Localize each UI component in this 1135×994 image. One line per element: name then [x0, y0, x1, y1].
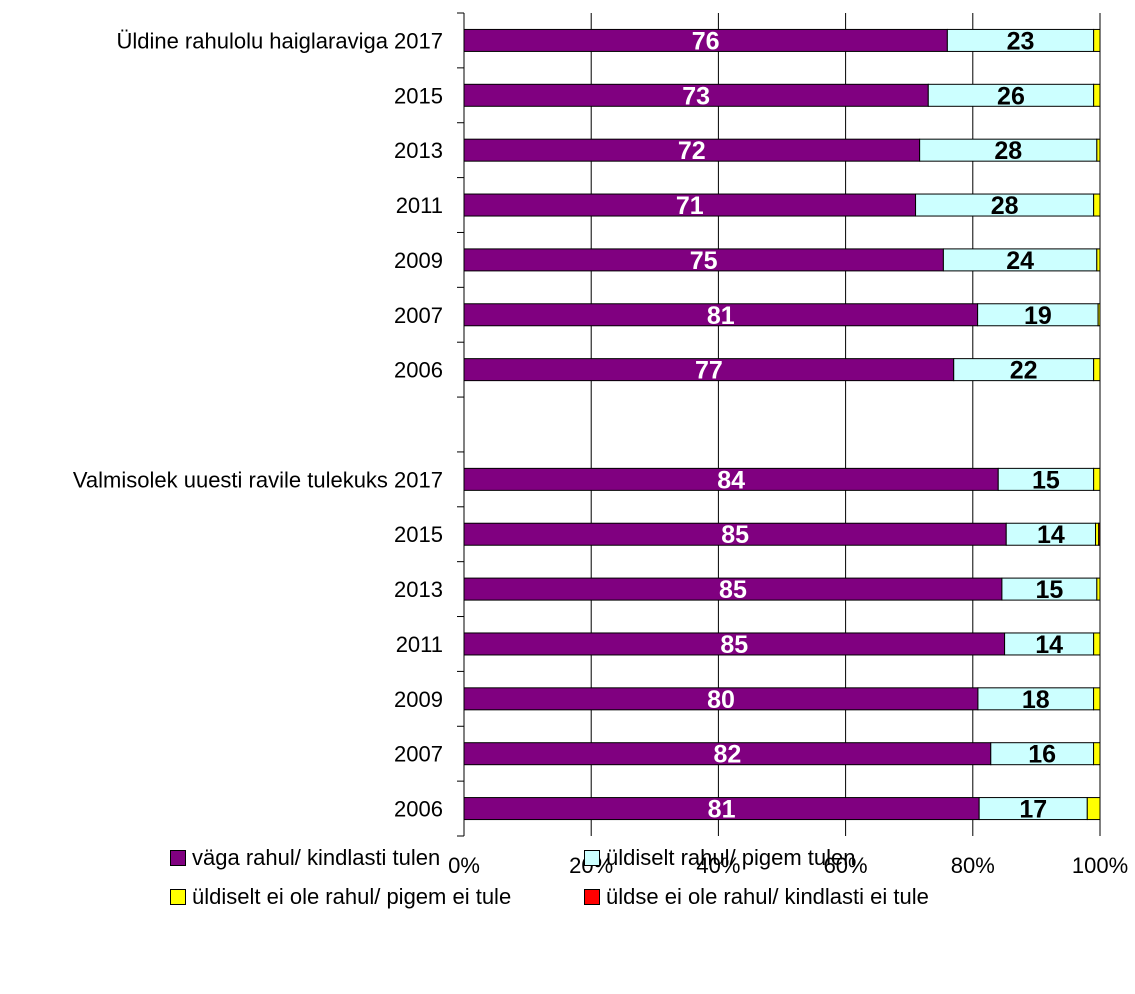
- bar-segment: [1096, 577, 1101, 601]
- bar-segment: [1098, 522, 1101, 546]
- category-label: 2013: [394, 138, 443, 163]
- legend-swatch: [584, 850, 600, 866]
- legend: väga rahul/ kindlasti tulen üldiselt rah…: [170, 845, 1130, 990]
- x-tick-label: 0%: [448, 853, 480, 878]
- data-label: 17: [1019, 796, 1047, 824]
- category-label: 2011: [396, 193, 443, 218]
- data-label: 15: [1032, 466, 1060, 494]
- data-label: 28: [991, 192, 1019, 220]
- data-label: 81: [708, 796, 736, 824]
- legend-swatch: [170, 889, 186, 905]
- category-label: 2006: [394, 358, 443, 383]
- category-label: Valmisolek uuesti ravile tulekuks 2017: [73, 467, 443, 492]
- legend-label: üldse ei ole rahul/ kindlasti ei tule: [606, 884, 929, 909]
- category-label: 2009: [394, 248, 443, 273]
- category-label: 2013: [394, 577, 443, 602]
- bar-segment: [1093, 632, 1101, 656]
- x-tick-label: 80%: [951, 853, 995, 878]
- data-label: 23: [1007, 27, 1035, 55]
- data-label: 75: [690, 247, 718, 275]
- legend-label: väga rahul/ kindlasti tulen: [192, 845, 441, 870]
- data-label: 22: [1010, 357, 1038, 385]
- data-label: 77: [695, 357, 723, 385]
- data-label: 76: [692, 27, 720, 55]
- category-label: 2007: [394, 303, 443, 328]
- data-label: 73: [682, 82, 710, 110]
- data-label: 82: [713, 741, 741, 769]
- data-label: 28: [994, 137, 1022, 165]
- category-label: Üldine rahulolu haiglaraviga 2017: [116, 28, 443, 53]
- data-label: 16: [1028, 741, 1056, 769]
- x-tick-label: 40%: [696, 853, 740, 878]
- data-label: 14: [1037, 521, 1065, 549]
- bar-segment: [1086, 797, 1101, 821]
- legend-item-not-at-all-satisfied: üldse ei ole rahul/ kindlasti ei tule: [584, 884, 929, 910]
- bar-segment: [1093, 83, 1101, 107]
- data-label: 80: [707, 686, 735, 714]
- data-label: 84: [717, 466, 745, 494]
- x-tick-label: 60%: [824, 853, 868, 878]
- bar-segment: [1096, 138, 1101, 162]
- data-label: 81: [707, 302, 735, 330]
- bar-segment: [1096, 248, 1101, 272]
- category-label: 2006: [394, 797, 443, 822]
- bar-segment: [1093, 467, 1101, 491]
- data-label: 18: [1022, 686, 1050, 714]
- bar-segment: [1093, 742, 1101, 766]
- data-label: 14: [1035, 631, 1063, 659]
- data-label: 85: [719, 576, 747, 604]
- data-label: 15: [1035, 576, 1063, 604]
- data-label: 71: [676, 192, 704, 220]
- legend-item-very-satisfied: väga rahul/ kindlasti tulen: [170, 845, 440, 871]
- category-label: 2011: [396, 632, 443, 657]
- category-label: 2015: [394, 83, 443, 108]
- x-tick-label: 100%: [1072, 853, 1128, 878]
- bar-segment: [1093, 28, 1101, 52]
- data-label: 24: [1006, 247, 1034, 275]
- data-label: 85: [721, 521, 749, 549]
- data-label: 19: [1024, 302, 1052, 330]
- legend-swatch: [584, 889, 600, 905]
- category-label: 2015: [394, 522, 443, 547]
- data-label: 72: [678, 137, 706, 165]
- legend-label: üldiselt ei ole rahul/ pigem ei tule: [192, 884, 512, 909]
- legend-label: üldiselt rahul/ pigem tulen: [606, 845, 856, 870]
- legend-item-generally-satisfied: üldiselt rahul/ pigem tulen: [584, 845, 855, 871]
- bar-segment: [1097, 303, 1101, 327]
- legend-swatch: [170, 850, 186, 866]
- bar-segment: [1093, 687, 1101, 711]
- category-label: 2009: [394, 687, 443, 712]
- legend-item-generally-not-satisfied: üldiselt ei ole rahul/ pigem ei tule: [170, 884, 511, 910]
- bar-segment: [1093, 193, 1101, 217]
- data-label: 26: [997, 82, 1025, 110]
- bar-segment: [1093, 358, 1101, 382]
- category-label: 2007: [394, 742, 443, 767]
- data-label: 85: [720, 631, 748, 659]
